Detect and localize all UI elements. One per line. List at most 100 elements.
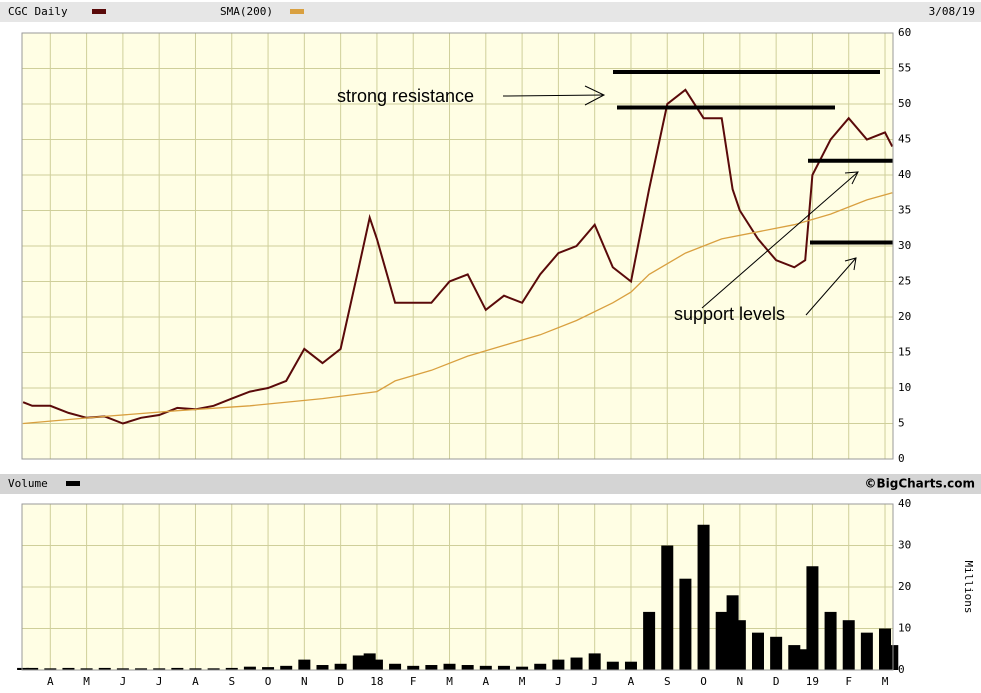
volume-bar	[842, 620, 855, 670]
volume-bar	[661, 545, 674, 670]
volume-bar	[534, 663, 547, 670]
volume-bar	[370, 659, 383, 670]
volume-bar	[298, 659, 311, 670]
volume-bar	[80, 668, 93, 670]
x-tick-label: O	[265, 675, 272, 688]
x-tick-label: N	[301, 675, 308, 688]
volume-bar	[751, 632, 764, 670]
volume-bar	[497, 665, 510, 670]
volume-frame	[21, 503, 894, 671]
y-tick-label: 40	[898, 497, 911, 510]
x-tick-label: S	[664, 675, 671, 688]
annotation: support levels	[674, 304, 785, 324]
x-tick-label: F	[845, 675, 852, 688]
x-tick-label: A	[628, 675, 635, 688]
x-tick-label: S	[228, 675, 235, 688]
volume-bar	[588, 653, 601, 670]
y-tick-label: 10	[898, 622, 911, 635]
y-tick-label: 50	[898, 97, 911, 110]
y-tick-label: 25	[898, 275, 911, 288]
x-tick-label: J	[156, 675, 163, 688]
y-tick-label: 30	[898, 239, 911, 252]
volume-bar	[824, 611, 837, 670]
price-header	[0, 2, 981, 22]
volume-bar	[788, 645, 801, 670]
volume-bar	[316, 665, 329, 670]
volume-bar	[643, 611, 656, 670]
date-label: 3/08/19	[929, 5, 975, 18]
volume-bar	[479, 665, 492, 670]
volume-bar	[552, 659, 565, 670]
volume-bar	[443, 663, 456, 670]
volume-bar	[461, 665, 474, 670]
y-tick-label: 0	[898, 663, 905, 676]
volume-bar	[352, 655, 365, 670]
x-tick-label: D	[337, 675, 344, 688]
x-tick-label: J	[555, 675, 562, 688]
volume-bar	[334, 663, 347, 670]
y-axis-label: Millions	[962, 561, 975, 614]
x-tick-label: M	[519, 675, 526, 688]
x-tick-label: A	[192, 675, 199, 688]
volume-bar	[207, 668, 220, 670]
legend-label: CGC Daily	[8, 5, 68, 18]
x-tick-label: F	[410, 675, 417, 688]
volume-bar	[62, 667, 75, 670]
price-frame	[21, 32, 894, 460]
volume-bar	[624, 661, 637, 670]
x-tick-label: D	[773, 675, 780, 688]
x-tick-label: J	[120, 675, 127, 688]
y-tick-label: 40	[898, 168, 911, 181]
volume-bar	[153, 668, 166, 670]
legend-label: Volume	[8, 477, 48, 490]
y-tick-label: 20	[898, 310, 911, 323]
volume-bar	[806, 566, 819, 670]
volume-bar	[26, 667, 39, 670]
y-tick-label: 45	[898, 133, 911, 146]
volume-bar	[225, 667, 238, 670]
volume-bar	[733, 620, 746, 670]
x-tick-label: J	[591, 675, 598, 688]
annotation-arrows	[502, 85, 859, 316]
volume-bar	[280, 665, 293, 670]
x-tick-label: M	[83, 675, 90, 688]
x-tick-label: 18	[370, 675, 383, 688]
volume-bar	[17, 667, 30, 670]
volume-bar	[189, 668, 202, 670]
volume-bar	[171, 667, 184, 670]
volume-bar	[116, 668, 129, 670]
x-tick-label: A	[482, 675, 489, 688]
x-tick-label: O	[700, 675, 707, 688]
volume-bar	[679, 578, 692, 670]
volume-bar	[135, 668, 148, 670]
volume-bar	[715, 611, 728, 670]
volume-bar	[44, 668, 57, 670]
y-tick-label: 60	[898, 26, 911, 39]
volume-bar	[570, 657, 583, 670]
x-tick-label: N	[737, 675, 744, 688]
volume-bar	[425, 665, 438, 670]
x-tick-label: M	[882, 675, 889, 688]
volume-bar	[697, 524, 710, 670]
credit: ©BigCharts.com	[864, 477, 975, 491]
volume-header	[0, 474, 981, 494]
legend-swatch	[66, 481, 80, 486]
x-tick-label: A	[47, 675, 54, 688]
volume-bar	[98, 667, 111, 670]
price-line	[23, 192, 893, 425]
y-tick-label: 10	[898, 381, 911, 394]
volume-bar	[407, 665, 420, 670]
legend-label: SMA(200)	[220, 5, 273, 18]
volume-bar	[243, 666, 256, 670]
y-tick-label: 55	[898, 62, 911, 75]
volume-bar	[516, 666, 529, 670]
volume-bar	[860, 632, 873, 670]
x-tick-label: 19	[806, 675, 819, 688]
volume-bar	[770, 636, 783, 670]
volume-bar	[606, 661, 619, 670]
price-line	[22, 88, 894, 425]
x-tick-label: M	[446, 675, 453, 688]
y-tick-label: 0	[898, 452, 905, 465]
legend-swatch	[92, 9, 106, 14]
